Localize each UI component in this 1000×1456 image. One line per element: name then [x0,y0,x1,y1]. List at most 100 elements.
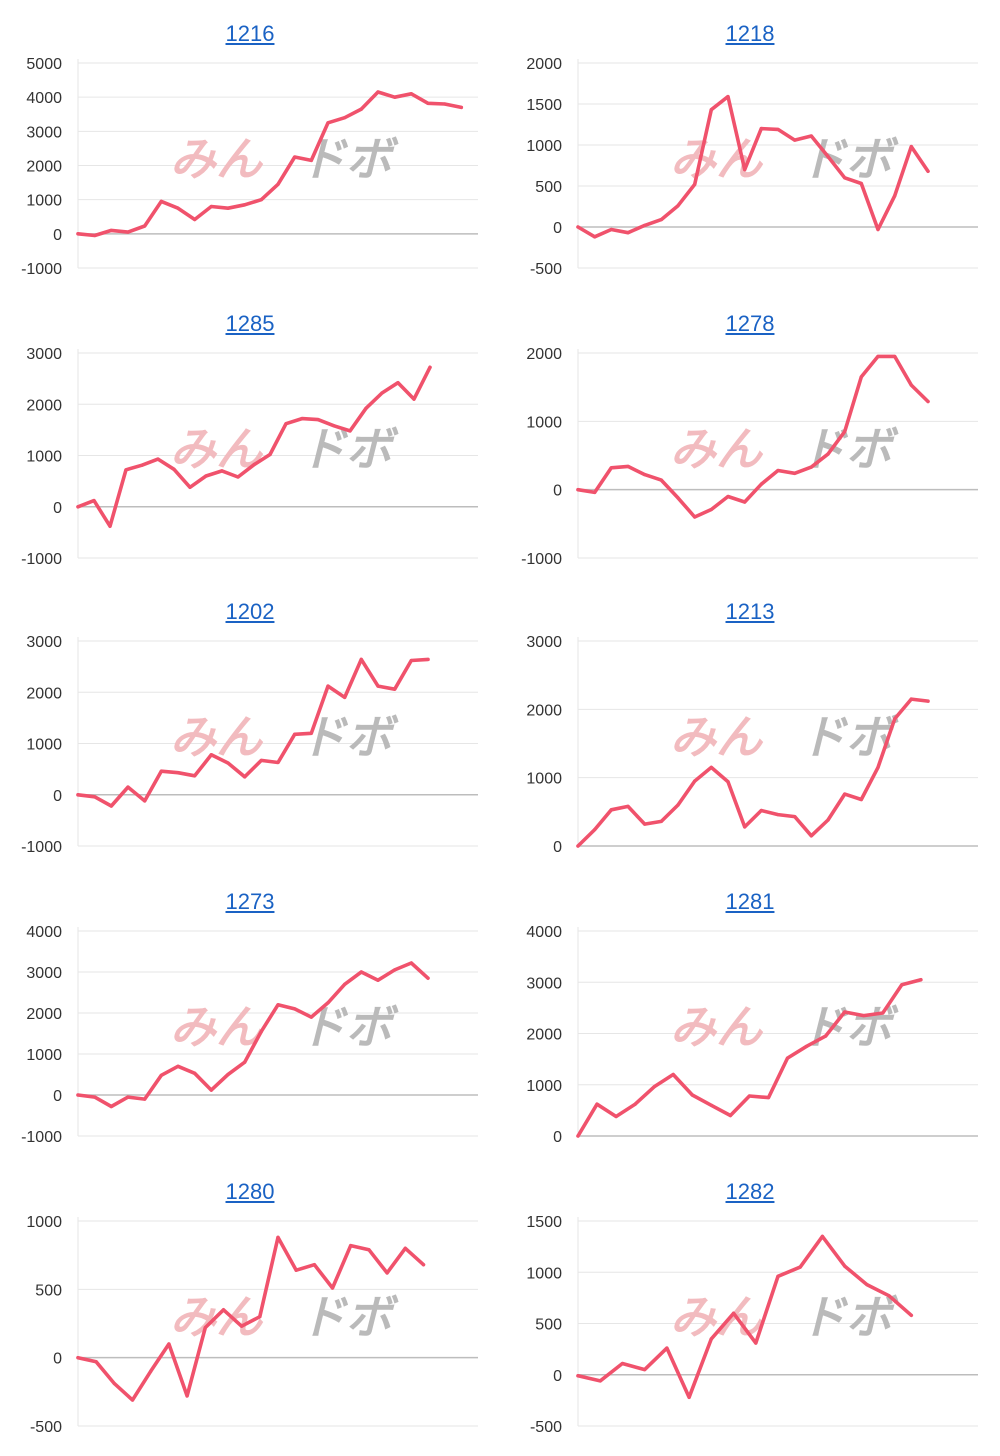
data-point [343,116,347,120]
data-point [743,500,747,504]
chart-title-link[interactable]: 1282 [725,1179,775,1204]
y-tick-label: 4000 [26,90,62,107]
data-point [643,473,647,477]
chart-title-link[interactable]: 1213 [725,599,775,624]
y-tick-label: 4000 [526,924,562,941]
data-point [709,1337,713,1341]
data-point [343,695,347,699]
data-point [709,108,713,112]
data-point [643,223,647,227]
data-point [76,232,80,236]
data-point [109,1104,113,1109]
chart-panel-1282: 1282 1500 1000 500 0 -500 みん ドボ [500,1158,1000,1448]
chart-panel-1216: 1216 5000 4000 3000 2000 1000 0 -1000 みん ドボ [0,0,500,290]
line-chart: 3000 2000 1000 0 みん ドボ [526,634,978,856]
data-point [92,499,96,503]
data-point [809,834,813,838]
watermark-logo: みん ドボ [670,422,899,476]
data-point [159,1073,163,1077]
data-point [376,978,380,982]
data-point [676,204,680,208]
watermark-text-b: ドボ [800,1000,899,1054]
data-point [126,230,130,234]
line-chart: 4000 3000 2000 1000 0 -1000 みん ドボ [21,924,478,1146]
data-point [220,469,224,473]
chart-panel-1202: 1202 3000 2000 1000 0 -1000 みん ドボ [0,578,500,868]
data-point [826,818,830,822]
data-point [412,397,416,401]
data-point [843,1264,847,1268]
data-point [693,779,697,783]
y-tick-label: 3000 [26,965,62,982]
data-point [126,785,130,789]
y-tick-label: 0 [53,500,62,517]
chart-title-link[interactable]: 1202 [225,599,275,624]
data-point [620,1361,625,1366]
data-point [426,976,430,980]
data-point [859,375,863,379]
data-point [349,1244,353,1248]
data-point [743,168,747,172]
chart-title-link[interactable]: 1278 [725,311,775,336]
y-tick-label: 2000 [26,159,62,176]
chart-title: 1281 [500,886,1000,918]
data-point [193,1071,197,1075]
data-point [258,1315,262,1319]
chart-panel-1285: 1285 3000 2000 1000 0 -1000 みん ドボ [0,290,500,580]
data-point [312,1263,316,1267]
data-point [421,1263,426,1267]
chart-panel-1281: 1281 4000 3000 2000 1000 0 みん ドボ [500,868,1000,1158]
y-tick-label: -1000 [21,551,62,568]
data-point [676,803,680,807]
data-point [459,105,463,110]
chart-title-link[interactable]: 1273 [225,889,275,914]
data-point [747,1094,752,1098]
data-point [376,684,380,688]
y-tick-label: -1000 [521,551,562,568]
data-point [176,206,180,210]
data-point [809,465,813,469]
watermark-text-b: ドボ [300,132,399,186]
series-line [576,697,930,848]
chart-title-link[interactable]: 1280 [225,1179,275,1204]
data-point [776,127,780,132]
data-point [193,774,197,778]
data-point [793,471,797,475]
y-tick-label: 1000 [26,1047,62,1064]
chart-title-link[interactable]: 1216 [225,21,275,46]
chart-title: 1285 [0,308,500,340]
chart-title: 1218 [500,18,1000,50]
data-point [687,1395,691,1399]
data-point [893,354,897,359]
chart-title-link[interactable]: 1285 [225,311,275,336]
watermark-text-a: みん [670,710,764,764]
data-point [919,978,923,982]
data-point [376,90,380,94]
y-tick-label: 1000 [526,771,562,788]
data-point [276,182,280,186]
chart-title-link[interactable]: 1218 [725,21,775,46]
data-point [426,101,430,105]
data-point [109,804,113,808]
data-point [593,235,597,239]
data-point [643,822,647,826]
data-point [93,795,97,799]
data-point [326,121,330,125]
data-point [348,429,352,433]
data-point [926,699,930,703]
data-point [709,1103,713,1107]
data-point [826,154,830,159]
line-chart: 2000 1000 0 -1000 みん ドボ [521,346,978,568]
data-point [626,464,630,469]
data-point [188,485,192,489]
line-chart: 1000 500 0 -500 みん ドボ [26,1214,478,1436]
chart-title-link[interactable]: 1281 [725,889,775,914]
y-tick-label: 1000 [26,449,62,466]
data-point [409,961,413,965]
data-point [276,760,280,765]
data-point [731,1311,736,1315]
y-tick-label: 2000 [526,1027,562,1044]
chart-panel-1278: 1278 2000 1000 0 -1000 みん ドボ [500,290,1000,580]
